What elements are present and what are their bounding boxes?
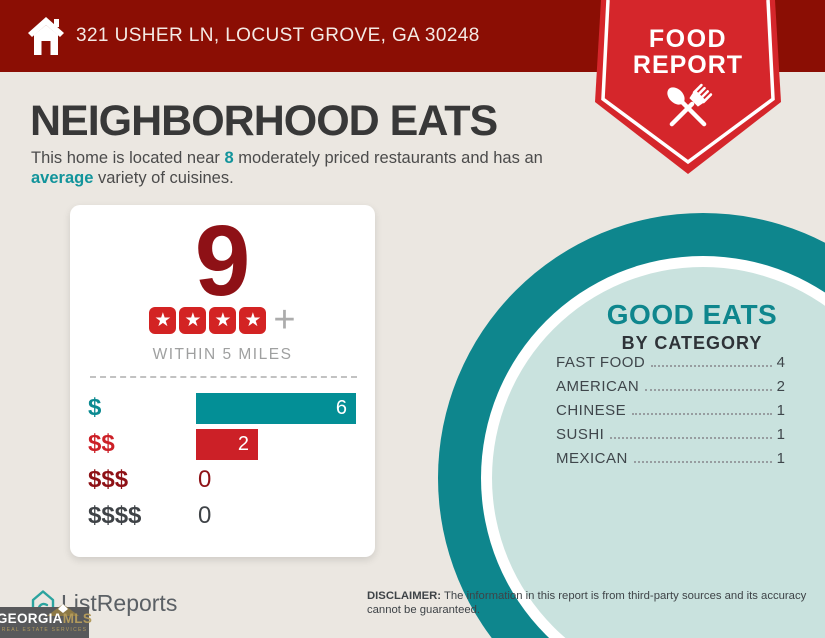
radius-label: WITHIN 5 MILES — [152, 346, 293, 363]
star-tiles: ★ ★ ★ ★ — [149, 307, 267, 334]
good-eats-heading: GOOD EATS BY CATEGORY — [556, 299, 825, 354]
mls-wordmark: GEORGIAMLS — [0, 611, 93, 626]
price-value: 0 — [198, 502, 212, 529]
price-bar: 6 — [196, 392, 356, 424]
star-icon: ★ — [239, 307, 267, 334]
good-eats-subtitle: BY CATEGORY — [621, 333, 763, 353]
category-name: SUSHI — [556, 426, 605, 443]
category-list: FAST FOOD 4 AMERICAN 2 CHINESE 1 SUSHI 1 MEXICAN… — [556, 354, 785, 474]
price-level-label: $$$$ — [88, 502, 142, 529]
spoon-fork-icon — [667, 83, 713, 127]
price-level-label: $ — [88, 394, 102, 421]
category-name: CHINESE — [556, 402, 627, 419]
price-level-label: $$$ — [88, 466, 129, 493]
price-row: $6 — [88, 390, 360, 426]
category-count: 1 — [776, 426, 785, 443]
dotted-leader — [651, 365, 772, 367]
category-count: 1 — [776, 402, 785, 419]
dashed-divider — [90, 376, 357, 378]
disclaimer-label: DISCLAIMER: — [367, 590, 442, 602]
star-icon: ★ — [209, 307, 237, 334]
dotted-leader — [645, 389, 772, 391]
category-count: 2 — [776, 378, 785, 395]
mls-mountain-icon — [47, 604, 79, 616]
price-row: $$$$ 0 — [88, 498, 360, 534]
food-report-badge: FOOD REPORT — [595, 0, 781, 174]
star-icon: ★ — [149, 307, 177, 334]
category-name: FAST FOOD — [556, 354, 646, 371]
price-bar: 2 — [196, 428, 258, 460]
subtitle-text-2: moderately priced restaurants and has an — [233, 149, 543, 167]
price-row: $$$ 0 — [88, 462, 360, 498]
dotted-leader — [632, 413, 772, 415]
star-icon: ★ — [179, 307, 207, 334]
mls-tagline: REAL ESTATE SERVICES — [1, 627, 88, 633]
category-row: SUSHI 1 — [556, 426, 785, 443]
restaurant-count: 9 — [194, 205, 251, 317]
page-title: NEIGHBORHOOD EATS — [30, 97, 498, 145]
property-address: 321 USHER LN, LOCUST GROVE, GA 30248 — [76, 25, 480, 46]
disclaimer-text: The information in this report is from t… — [367, 590, 807, 617]
dotted-leader — [610, 437, 772, 439]
georgia-mls-logo: GEORGIAMLS REAL ESTATE SERVICES — [0, 604, 93, 638]
price-chart: $6 $$ 2 $$$ 0 $$$$ 0 — [88, 390, 360, 534]
dotted-leader — [633, 461, 772, 463]
good-eats-title: GOOD EATS — [606, 299, 778, 330]
category-row: MEXICAN 1 — [556, 450, 785, 467]
disclaimer: DISCLAIMER: The information in this repo… — [367, 589, 819, 618]
category-count: 4 — [776, 354, 785, 371]
price-row: $$ 2 — [88, 426, 360, 462]
variety-highlight: average — [31, 168, 94, 187]
price-value: 0 — [198, 466, 212, 493]
category-count: 1 — [776, 450, 785, 467]
category-name: MEXICAN — [556, 450, 628, 467]
restaurant-count-highlight: 8 — [224, 149, 234, 167]
category-row: AMERICAN 2 — [556, 378, 785, 395]
house-icon — [28, 17, 64, 55]
score-card: 9 ★ ★ ★ ★ + WITHIN 5 MILES $6 $$ 2 $$$ 0 $$$$ 0 — [70, 205, 375, 557]
badge-line2: REPORT — [633, 51, 743, 79]
badge-line1: FOOD — [649, 25, 727, 53]
subtitle-text-3: variety of cuisines. — [93, 168, 234, 187]
category-row: CHINESE 1 — [556, 402, 785, 419]
price-level-label: $$ — [88, 430, 115, 457]
subtitle: This home is located near 8 moderately p… — [31, 149, 556, 189]
category-name: AMERICAN — [556, 378, 640, 395]
star-rating: ★ ★ ★ ★ + — [70, 299, 375, 341]
subtitle-text-1: This home is located near — [31, 149, 225, 167]
plus-icon: + — [273, 299, 296, 341]
category-row: FAST FOOD 4 — [556, 354, 785, 371]
